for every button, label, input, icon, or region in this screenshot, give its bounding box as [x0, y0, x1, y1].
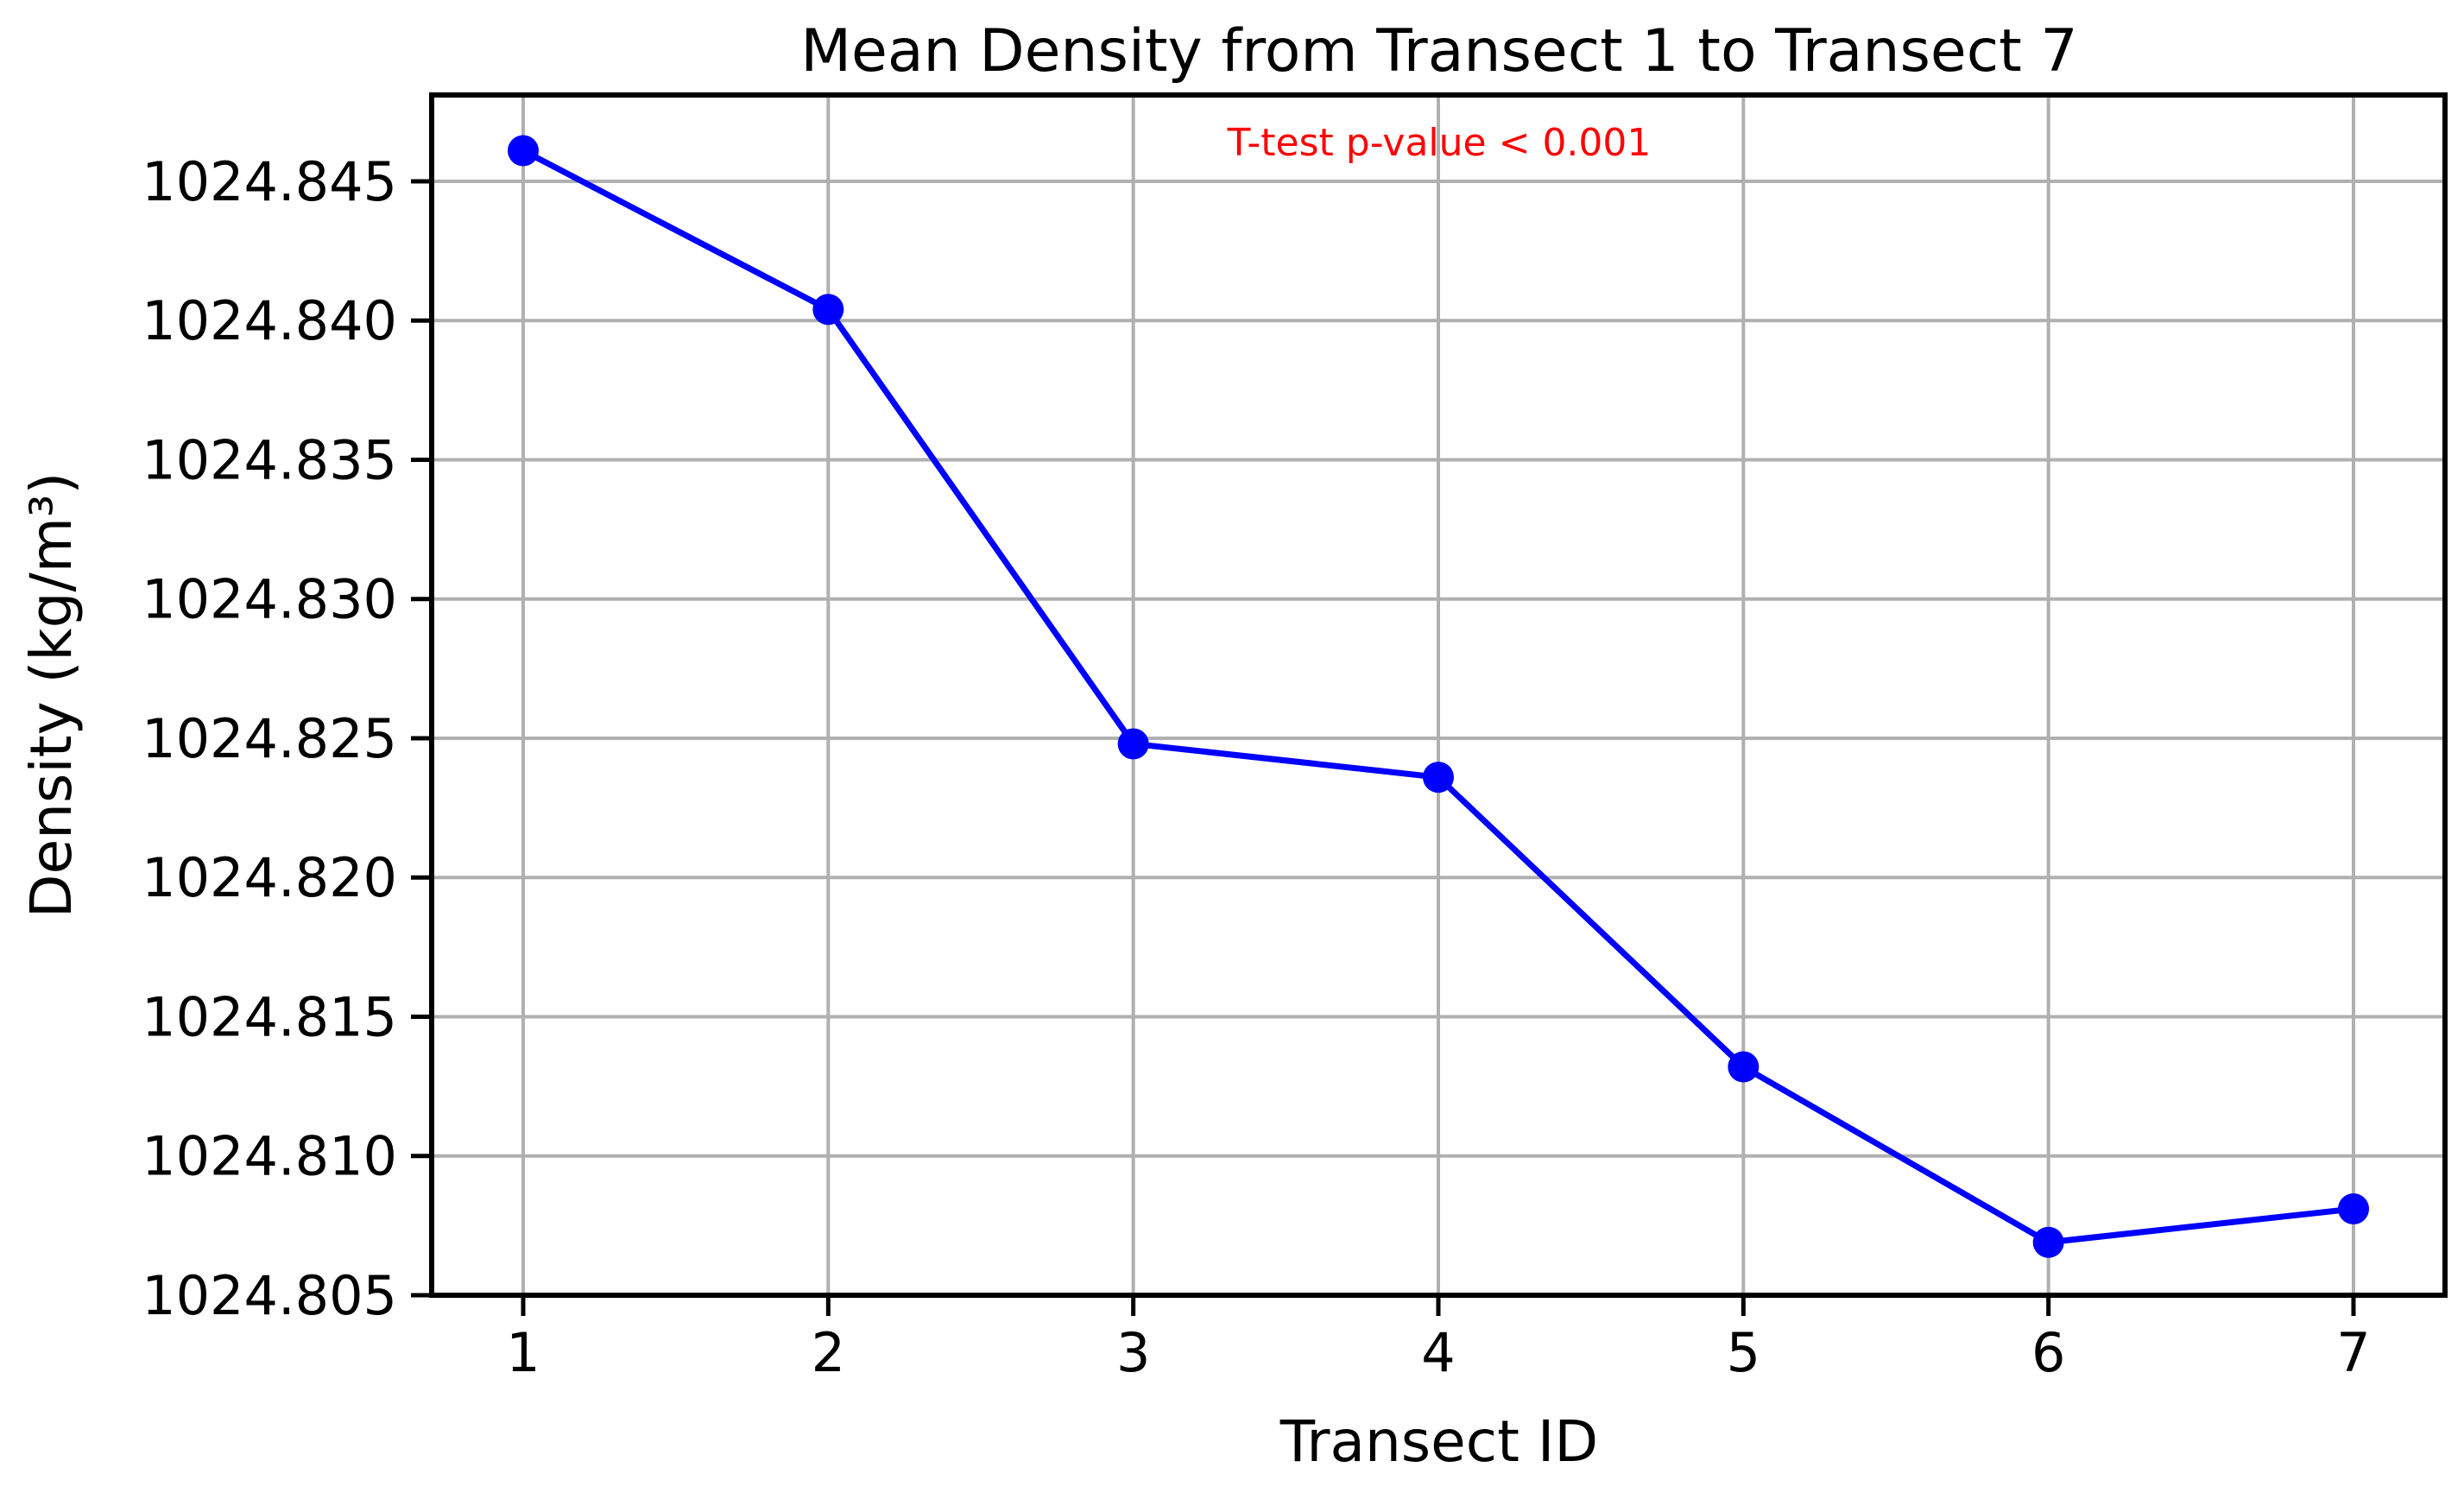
- data-point: [2032, 1226, 2064, 1258]
- y-tick-label: 1024.835: [142, 428, 397, 491]
- y-tick-label: 1024.840: [142, 289, 397, 352]
- y-axis-label: Density (kg/m³): [18, 472, 85, 919]
- x-tick-label: 2: [812, 1321, 845, 1384]
- y-tick-label: 1024.805: [142, 1264, 397, 1327]
- data-point: [1728, 1051, 1760, 1083]
- x-axis-label: Transect ID: [1279, 1408, 1598, 1475]
- y-tick-label: 1024.825: [142, 707, 397, 770]
- x-tick-label: 5: [1727, 1321, 1760, 1384]
- x-tick-label: 3: [1116, 1321, 1150, 1384]
- y-tick-label: 1024.845: [142, 150, 397, 213]
- axis-ticks: 1 2 3 4 5 6 7 1024.805 1024.810 1024.815 1024.820 1…: [142, 150, 2371, 1384]
- chart-title: Mean Density from Transect 1 to Transect…: [800, 17, 2077, 85]
- y-tick-label: 1024.815: [142, 985, 397, 1048]
- data-point: [508, 135, 539, 167]
- p-value-annotation: T-test p-value < 0.001: [1227, 121, 1652, 165]
- grid-lines: [432, 95, 2445, 1297]
- x-tick-label: 7: [2336, 1321, 2370, 1384]
- data-point: [1423, 762, 1454, 794]
- data-point: [812, 294, 844, 326]
- data-point: [1117, 728, 1149, 760]
- y-tick-label: 1024.810: [142, 1125, 397, 1188]
- y-tick-label: 1024.830: [142, 568, 397, 631]
- x-tick-label: 4: [1421, 1321, 1455, 1384]
- series-layer: [508, 135, 2369, 1258]
- data-point: [2338, 1193, 2369, 1225]
- x-tick-label: 1: [506, 1321, 540, 1384]
- y-tick-label: 1024.820: [142, 846, 397, 909]
- x-tick-label: 6: [2031, 1321, 2065, 1384]
